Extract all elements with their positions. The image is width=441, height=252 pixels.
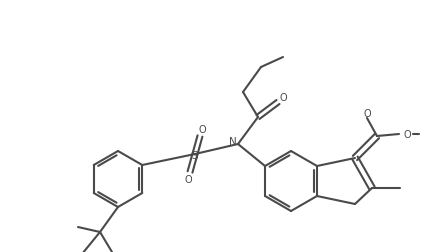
Text: O: O — [403, 130, 411, 139]
Text: O: O — [279, 93, 287, 103]
Text: O: O — [198, 124, 206, 135]
Text: S: S — [192, 150, 198, 160]
Text: O: O — [184, 174, 192, 184]
Text: N: N — [229, 137, 237, 146]
Text: O: O — [363, 109, 371, 118]
